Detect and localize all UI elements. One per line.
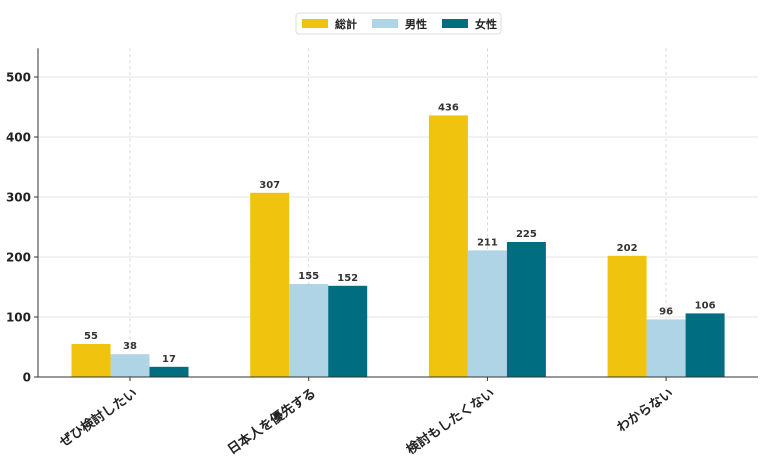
data-label: 106 (695, 300, 716, 311)
bar-女性 (506, 242, 546, 377)
legend-label: 総計 (335, 17, 357, 31)
data-label: 436 (438, 102, 459, 113)
bar-総計 (250, 192, 290, 377)
y-tick-label: 200 (6, 251, 31, 265)
bar-総計 (71, 344, 111, 377)
data-label: 38 (123, 341, 137, 352)
data-label: 307 (259, 180, 280, 191)
bar-総計 (607, 255, 647, 377)
y-tick-label: 400 (6, 131, 31, 145)
legend-box (295, 12, 502, 35)
legend-swatch (442, 19, 468, 28)
bar-男性 (110, 354, 150, 377)
y-tick-label: 100 (6, 311, 31, 325)
data-label: 152 (337, 273, 358, 284)
x-tick-label: 検討もしたくない (403, 385, 497, 458)
legend-swatch (302, 19, 328, 28)
data-label: 202 (617, 243, 638, 254)
bar-男性 (646, 319, 686, 377)
x-tick-label: ぜひ検討したい (57, 385, 141, 450)
legend: 総計 男性 女性 (295, 12, 502, 35)
bar-女性 (685, 313, 725, 377)
y-tick-label: 0 (23, 371, 31, 385)
data-label: 96 (659, 306, 673, 317)
bar-男性 (289, 284, 329, 377)
y-tick-label: 500 (6, 71, 31, 85)
legend-label: 男性 (405, 17, 427, 31)
data-label: 155 (298, 271, 319, 282)
y-tick-label: 300 (6, 191, 31, 205)
bar-女性 (328, 285, 368, 377)
bar-男性 (467, 250, 507, 377)
data-label: 55 (84, 331, 98, 342)
data-label: 17 (162, 354, 176, 365)
x-tick-label: わからない (615, 386, 677, 436)
bar-女性 (149, 366, 189, 377)
data-label: 211 (477, 237, 498, 248)
data-label: 225 (516, 229, 537, 240)
legend-label: 女性 (475, 17, 497, 31)
legend-swatch (372, 19, 398, 28)
bar-総計 (428, 115, 468, 378)
x-tick-label: 日本人を優先する (225, 385, 319, 458)
